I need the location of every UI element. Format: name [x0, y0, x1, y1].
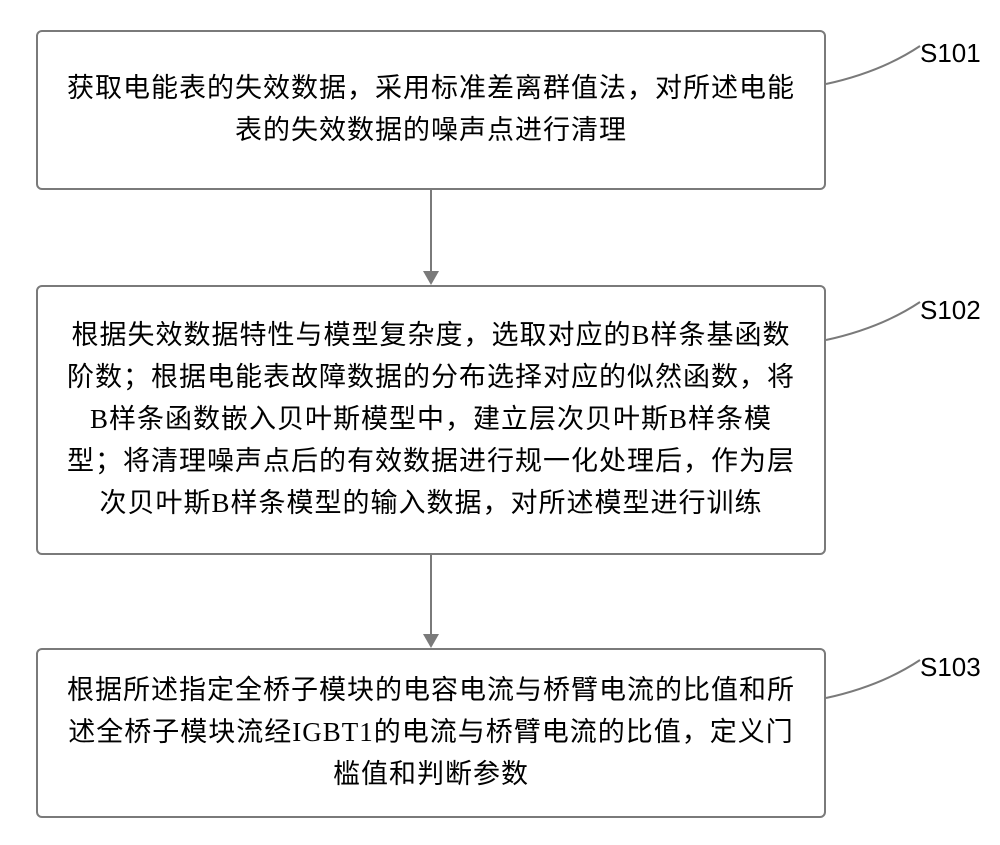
leader-line-s103	[826, 658, 926, 698]
step-box-s103: 根据所述指定全桥子模块的电容电流与桥臂电流的比值和所述全桥子模块流经IGBT1的…	[36, 648, 826, 818]
arrow-s101-s102-head	[423, 271, 439, 285]
step-text-s102: 根据失效数据特性与模型复杂度，选取对应的B样条基函数阶数；根据电能表故障数据的分…	[66, 315, 796, 524]
arrow-s102-s103-head	[423, 634, 439, 648]
step-box-s102: 根据失效数据特性与模型复杂度，选取对应的B样条基函数阶数；根据电能表故障数据的分…	[36, 285, 826, 555]
step-label-s101: S101	[920, 38, 981, 69]
step-text-s101: 获取电能表的失效数据，采用标准差离群值法，对所述电能表的失效数据的噪声点进行清理	[66, 68, 796, 152]
step-label-s102: S102	[920, 295, 981, 326]
step-text-s103: 根据所述指定全桥子模块的电容电流与桥臂电流的比值和所述全桥子模块流经IGBT1的…	[66, 670, 796, 796]
step-label-s103: S103	[920, 652, 981, 683]
step-box-s101: 获取电能表的失效数据，采用标准差离群值法，对所述电能表的失效数据的噪声点进行清理	[36, 30, 826, 190]
arrow-s102-s103-line	[430, 555, 432, 634]
leader-line-s101	[826, 44, 926, 84]
flowchart-canvas: 获取电能表的失效数据，采用标准差离群值法，对所述电能表的失效数据的噪声点进行清理…	[0, 0, 1000, 845]
leader-line-s102	[826, 300, 926, 340]
arrow-s101-s102-line	[430, 190, 432, 271]
